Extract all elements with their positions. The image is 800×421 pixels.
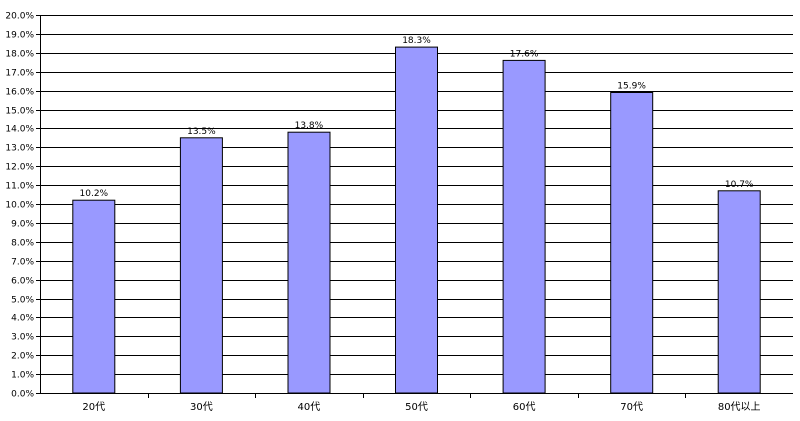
bar-6 xyxy=(610,92,654,394)
y-tick-label: 2.0% xyxy=(11,352,34,362)
y-tick-label: 16.0% xyxy=(5,88,34,98)
bar-5 xyxy=(502,59,546,394)
y-tick-label: 14.0% xyxy=(5,125,34,135)
category-label: 70代 xyxy=(620,401,643,413)
data-label: 10.7% xyxy=(725,180,754,190)
category-label: 50代 xyxy=(405,401,428,413)
bar-1 xyxy=(72,199,116,394)
y-tick-label: 9.0% xyxy=(11,220,34,230)
y-tick-label: 12.0% xyxy=(5,163,34,173)
y-tick-label: 19.0% xyxy=(5,31,34,41)
data-label: 10.2% xyxy=(80,189,109,199)
category-label: 80代以上 xyxy=(718,401,761,413)
y-tick-label: 13.0% xyxy=(5,144,34,154)
y-tick-label: 17.0% xyxy=(5,69,34,79)
bar-7 xyxy=(717,190,761,394)
y-tick-label: 11.0% xyxy=(5,182,34,192)
y-tick-label: 18.0% xyxy=(5,50,34,60)
data-label: 13.5% xyxy=(187,127,216,137)
data-label: 13.8% xyxy=(295,121,324,131)
y-tick-label: 1.0% xyxy=(11,371,34,381)
category-label: 30代 xyxy=(190,401,213,413)
labels: 0.0% 1.0% 2.0% 3.0% 4.0% 5.0% 6.0% 7.0% 8.0% 9.0%… xyxy=(5,12,760,414)
category-label: 20代 xyxy=(82,401,105,413)
bar-4 xyxy=(395,46,438,394)
y-tick-label: 0.0% xyxy=(11,390,34,400)
category-label: 40代 xyxy=(298,401,321,413)
y-tick-label: 5.0% xyxy=(11,296,34,306)
y-tick-label: 8.0% xyxy=(11,239,34,249)
bars xyxy=(72,46,761,394)
data-label: 17.6% xyxy=(510,49,539,59)
bar-2 xyxy=(179,137,223,394)
data-label: 18.3% xyxy=(402,36,431,46)
category-label: 60代 xyxy=(513,401,536,413)
y-tick-label: 15.0% xyxy=(5,107,34,117)
axes xyxy=(36,15,793,398)
y-tick-label: 7.0% xyxy=(11,258,34,268)
y-tick-label: 10.0% xyxy=(5,201,34,211)
bar-3 xyxy=(287,131,331,394)
y-tick-label: 20.0% xyxy=(5,12,34,22)
data-label: 15.9% xyxy=(617,82,646,92)
y-tick-label: 6.0% xyxy=(11,277,34,287)
y-tick-label: 4.0% xyxy=(11,314,34,324)
y-tick-label: 3.0% xyxy=(11,333,34,343)
